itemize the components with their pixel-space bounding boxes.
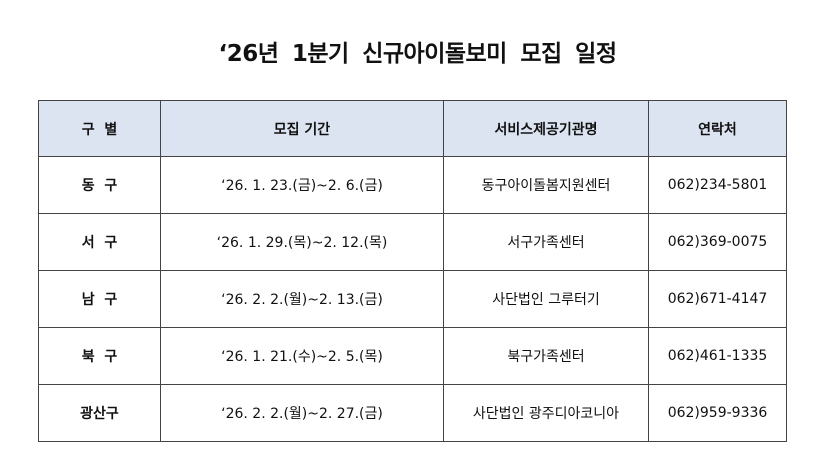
cell-provider: 사단법인 그루터기 — [443, 270, 649, 328]
cell-period: ‘26. 2. 2.(월)~2. 27.(금) — [160, 384, 444, 442]
table-row: 남 구 ‘26. 2. 2.(월)~2. 13.(금) 사단법인 그루터기 062)6… — [38, 270, 787, 328]
header-contact: 연락처 — [648, 100, 787, 157]
cell-period: ‘26. 1. 23.(금)~2. 6.(금) — [160, 156, 444, 214]
table-header-row: 구 별 모집 기간 서비스제공기관명 연락처 — [38, 100, 787, 157]
cell-contact: 062)234-5801 — [648, 156, 787, 214]
cell-provider: 서구가족센터 — [443, 213, 649, 271]
cell-period: ‘26. 1. 21.(수)~2. 5.(목) — [160, 327, 444, 385]
cell-period: ‘26. 1. 29.(목)~2. 12.(목) — [160, 213, 444, 271]
cell-district: 서 구 — [38, 213, 161, 271]
table-row: 동 구 ‘26. 1. 23.(금)~2. 6.(금) 동구아이돌봄지원센터 062)… — [38, 156, 787, 214]
cell-district: 동 구 — [38, 156, 161, 214]
cell-district: 남 구 — [38, 270, 161, 328]
header-provider: 서비스제공기관명 — [443, 100, 649, 157]
cell-district: 광산구 — [38, 384, 161, 442]
document-title: ‘26년 1분기 신규아이돌보미 모집 일정 — [218, 41, 617, 67]
table-row: 북 구 ‘26. 1. 21.(수)~2. 5.(목) 북구가족센터 062)461-… — [38, 327, 787, 385]
cell-contact: 062)959-9336 — [648, 384, 787, 442]
cell-provider: 사단법인 광주디아코니아 — [443, 384, 649, 442]
table-row: 서 구 ‘26. 1. 29.(목)~2. 12.(목) 서구가족센터 062)369… — [38, 213, 787, 271]
header-period: 모집 기간 — [160, 100, 444, 157]
cell-contact: 062)369-0075 — [648, 213, 787, 271]
cell-provider: 동구아이돌봄지원센터 — [443, 156, 649, 214]
table-row: 광산구 ‘26. 2. 2.(월)~2. 27.(금) 사단법인 광주디아코니아 06… — [38, 384, 787, 442]
cell-period: ‘26. 2. 2.(월)~2. 13.(금) — [160, 270, 444, 328]
cell-contact: 062)671-4147 — [648, 270, 787, 328]
cell-contact: 062)461-1335 — [648, 327, 787, 385]
cell-district: 북 구 — [38, 327, 161, 385]
header-district: 구 별 — [38, 100, 161, 157]
schedule-table: 구 별 모집 기간 서비스제공기관명 연락처 동 구 ‘26. 1. 23.(금)… — [38, 100, 787, 442]
cell-provider: 북구가족센터 — [443, 327, 649, 385]
